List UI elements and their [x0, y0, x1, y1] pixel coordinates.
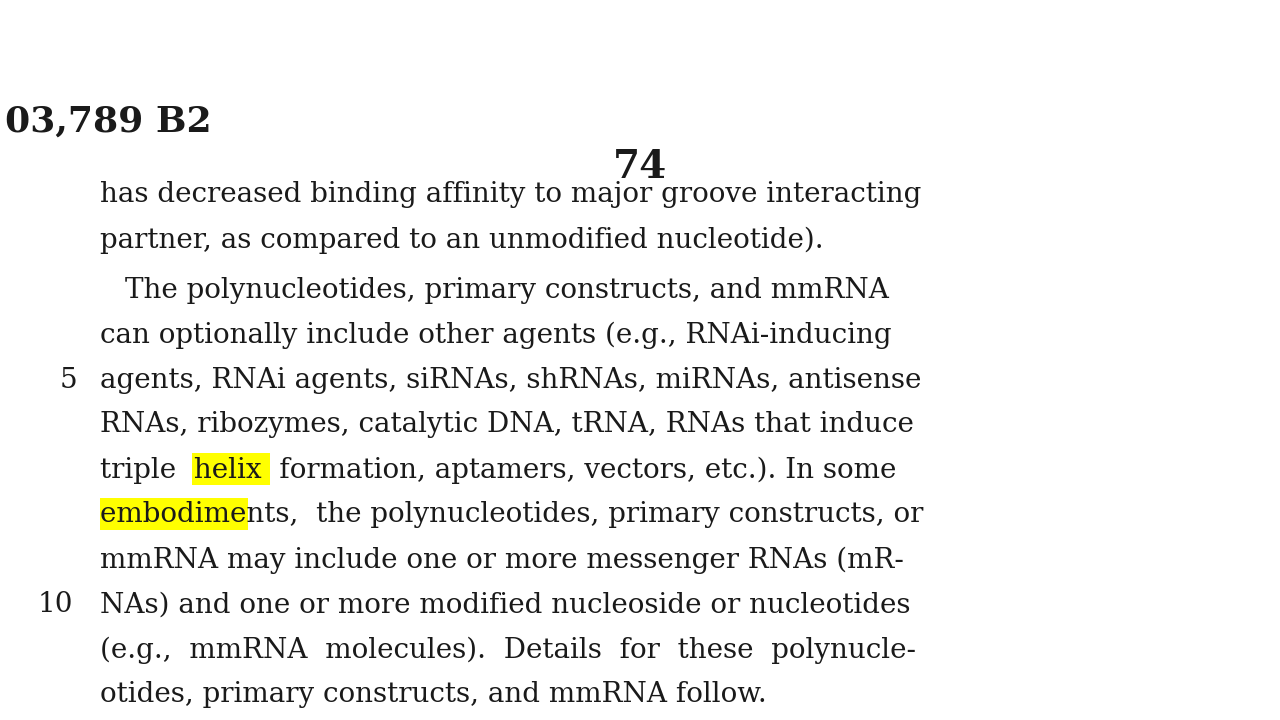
Text: agents, RNAi agents, siRNAs, shRNAs, miRNAs, antisense: agents, RNAi agents, siRNAs, shRNAs, miR… [100, 366, 922, 394]
Bar [192, 453, 270, 485]
Text: 03,789 B2: 03,789 B2 [5, 105, 211, 139]
Text: can optionally include other agents (e.g., RNAi-inducing: can optionally include other agents (e.g… [100, 321, 892, 348]
Text: has decreased binding affinity to major groove interacting: has decreased binding affinity to major … [100, 181, 922, 209]
Text: partner, as compared to an unmodified nucleotide).: partner, as compared to an unmodified nu… [100, 226, 823, 253]
Text: 5: 5 [59, 366, 77, 394]
Text: NAs) and one or more modified nucleoside or nucleotides: NAs) and one or more modified nucleoside… [100, 592, 910, 618]
Bar [100, 498, 248, 530]
Text: RNAs, ribozymes, catalytic DNA, tRNA, RNAs that induce: RNAs, ribozymes, catalytic DNA, tRNA, RN… [100, 412, 914, 438]
Text: The polynucleotides, primary constructs, and mmRNA: The polynucleotides, primary constructs,… [125, 276, 888, 304]
Text: triple  helix  formation, aptamers, vectors, etc.). In some: triple helix formation, aptamers, vector… [100, 456, 896, 484]
Text: mmRNA may include one or more messenger RNAs (mR-: mmRNA may include one or more messenger … [100, 546, 904, 574]
Text: 74: 74 [613, 148, 667, 186]
Text: embodiments,  the polynucleotides, primary constructs, or: embodiments, the polynucleotides, primar… [100, 502, 923, 528]
Text: otides, primary constructs, and mmRNA follow.: otides, primary constructs, and mmRNA fo… [100, 682, 767, 708]
Text: (e.g.,  mmRNA  molecules).  Details  for  these  polynucle-: (e.g., mmRNA molecules). Details for the… [100, 636, 916, 664]
Text: 10: 10 [37, 592, 73, 618]
